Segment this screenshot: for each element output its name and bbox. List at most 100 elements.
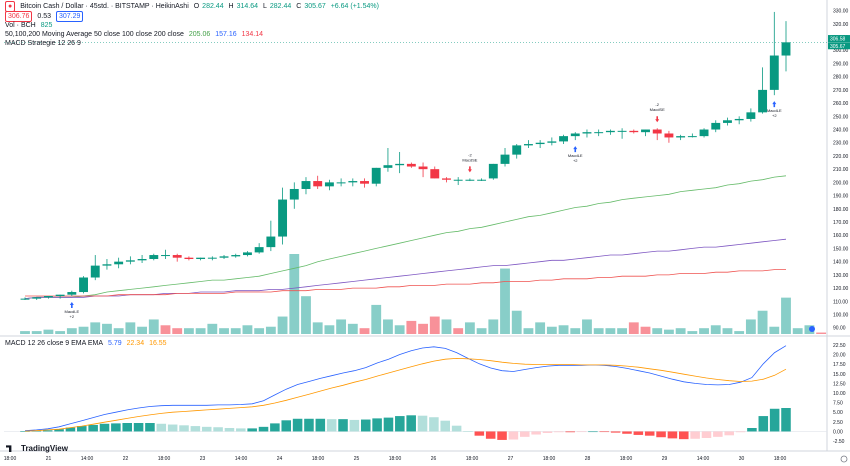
candle-body — [207, 257, 217, 259]
signal-qty: +2 — [772, 113, 777, 118]
candle — [687, 133, 697, 138]
volume-bar — [113, 328, 124, 334]
volume-bar — [488, 319, 499, 334]
candle — [20, 297, 30, 300]
candle-body — [172, 255, 182, 258]
time-tick-label: 18:00 — [466, 456, 479, 462]
time-tick-label: 18:00 — [4, 456, 17, 462]
volume-bar — [312, 322, 323, 334]
strategy-label[interactable]: MACD Strategie 12 26 9 — [5, 40, 81, 47]
time-tick-label: 18:00 — [389, 456, 402, 462]
volume-bar — [757, 310, 768, 334]
signal-line — [24, 357, 787, 432]
ma-label[interactable]: 50,100,200 Moving Average 50 close 100 c… — [5, 31, 184, 38]
price-tick-label: 140.00 — [833, 260, 849, 266]
volume-bar — [675, 328, 686, 334]
time-tick-label: 25 — [354, 456, 360, 462]
macd-histogram-bar — [190, 426, 201, 432]
candle-body — [266, 236, 276, 248]
candle-body — [395, 163, 405, 166]
candle — [559, 134, 569, 145]
ask-button[interactable]: 307.29 — [55, 11, 84, 22]
time-tick-label: 18:00 — [312, 456, 325, 462]
time-tick-label: 29 — [662, 456, 668, 462]
macd-histogram-bar — [111, 423, 121, 432]
brand-label: TradingView — [21, 444, 68, 453]
volume-bar — [453, 328, 464, 334]
candle — [336, 178, 346, 187]
volume-bar — [219, 328, 229, 334]
candle — [465, 178, 475, 182]
candle — [383, 148, 393, 172]
macd-histogram-bar — [588, 431, 598, 433]
price-tick-label: 330.00 — [833, 9, 849, 15]
volume-bar — [406, 320, 417, 334]
volume-bar — [640, 326, 651, 334]
volume-bar — [710, 325, 721, 334]
price-tick-label: 120.00 — [833, 286, 849, 292]
macd-legend: MACD 12 26 close 9 EMA EMA 5.79 22.34 16… — [5, 339, 170, 348]
candle — [196, 257, 206, 261]
price-tick-label: 320.00 — [833, 22, 849, 28]
macd-histogram-bar — [304, 418, 314, 432]
macd-histogram-bar — [54, 429, 64, 432]
signal-label: MacdLE — [64, 309, 79, 314]
last-price-label: 306.58 — [830, 37, 846, 43]
macd-histogram-bar — [224, 428, 235, 432]
candle-body — [652, 129, 662, 134]
macd-histogram-bar — [440, 420, 451, 432]
candle — [67, 290, 77, 297]
candle-body — [594, 132, 604, 134]
macd-histogram-bar — [326, 419, 337, 432]
volume-bar — [31, 331, 42, 334]
volume-label[interactable]: Vol · BCH — [5, 22, 36, 29]
candle-body — [512, 145, 522, 155]
symbol-title[interactable]: Bitcoin Cash / Dollar · 45std. · BITSTAM… — [20, 3, 189, 10]
volume-bar — [347, 323, 358, 334]
macd-histogram-bar — [735, 431, 746, 433]
macd-histogram-bar — [758, 416, 769, 432]
candle-body — [348, 181, 358, 183]
high-value: 314.64 — [236, 3, 259, 10]
candle-body — [641, 129, 650, 133]
price-tick-label: 260.00 — [833, 101, 849, 107]
candle — [781, 21, 791, 72]
macd-histogram-bar — [644, 431, 655, 436]
candle-body — [20, 298, 30, 300]
candle — [734, 116, 744, 125]
candle — [442, 177, 451, 183]
macd-tick-label: 17.50 — [833, 362, 846, 368]
macd-histogram-bar — [338, 419, 348, 432]
candle-body — [184, 257, 194, 260]
macd-histogram-bar — [724, 431, 734, 436]
tradingview-logo[interactable]: TradingView — [6, 444, 68, 453]
price-tick-label: 110.00 — [833, 299, 848, 305]
volume-bar — [535, 322, 546, 334]
candle-body — [406, 163, 416, 167]
macd-histogram-bar — [781, 408, 791, 432]
macd-tick-label: 22.50 — [833, 343, 846, 349]
candle — [617, 128, 627, 139]
candle — [582, 129, 592, 138]
candle — [301, 177, 311, 195]
candle — [453, 177, 463, 186]
candle — [242, 251, 252, 257]
macd-label[interactable]: MACD 12 26 close 9 EMA EMA — [5, 340, 104, 347]
candle-body — [418, 166, 428, 170]
candle — [535, 140, 545, 149]
candle-body — [629, 130, 639, 133]
candle — [769, 11, 779, 96]
candle — [324, 179, 334, 191]
time-tick-label: 26 — [431, 456, 437, 462]
macd-histogram-bar — [77, 426, 87, 432]
macd-histogram-bar — [554, 431, 564, 433]
volume-bar — [558, 325, 569, 334]
bid-button[interactable]: 306.76 — [5, 11, 33, 22]
macd-histogram-bar — [656, 431, 666, 438]
candle-body — [465, 179, 475, 181]
signal-arrow-up-icon — [69, 302, 74, 309]
macd-histogram-bar — [372, 418, 382, 432]
candle — [172, 253, 182, 262]
candle — [676, 134, 686, 141]
